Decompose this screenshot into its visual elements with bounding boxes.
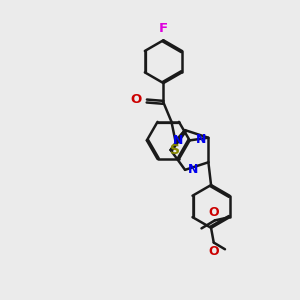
Text: O: O	[131, 93, 142, 106]
Text: N: N	[173, 134, 183, 147]
Text: F: F	[159, 22, 168, 35]
Text: S: S	[170, 143, 180, 157]
Text: O: O	[208, 245, 218, 258]
Text: N: N	[188, 164, 199, 176]
Text: N: N	[196, 133, 206, 146]
Text: O: O	[208, 206, 219, 219]
